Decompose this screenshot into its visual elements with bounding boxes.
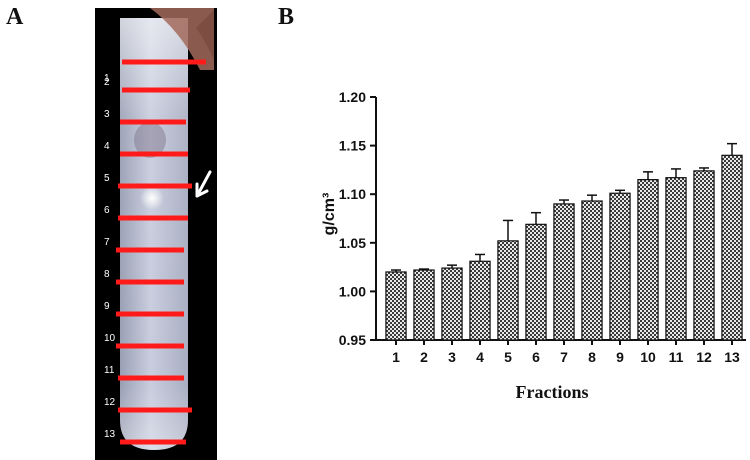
x-tick-label: 11 [669,349,684,365]
fraction-marker-label: 6 [104,205,110,216]
x-tick-label: 1 [392,349,400,365]
panel-b-label: B [278,4,295,30]
x-tick-label: 8 [588,349,596,365]
finger [150,8,214,70]
fraction-marker-label: 7 [104,237,110,248]
x-tick-label: 6 [532,349,540,365]
y-tick-label: 1.00 [339,283,366,299]
y-tick-label: 1.15 [339,138,366,154]
x-tick-label: 12 [696,349,712,365]
bar [721,154,743,341]
bar [525,223,547,341]
fraction-marker-label: 1 [104,73,110,84]
dark-band [134,122,166,158]
x-tick-label: 2 [420,349,428,365]
bar [693,170,715,341]
bar [581,200,603,341]
x-tick-label: 9 [616,349,624,365]
fraction-marker-label: 10 [104,333,116,344]
fraction-marker-label: 13 [104,429,116,440]
chart-bars [385,142,743,341]
fraction-marker-label: 5 [104,173,110,184]
y-axis-label: g/cm³ [321,193,338,236]
arrow-icon [195,170,212,198]
fraction-marker-label: 9 [104,301,110,312]
y-tick-label: 1.10 [339,186,366,202]
panel-a-label: A [6,4,24,30]
fraction-markers [116,59,206,445]
y-tick-label: 1.20 [339,89,366,105]
bar [609,192,631,341]
bar [441,267,463,341]
fraction-marker-label: 11 [104,365,115,376]
x-axis-label: Fractions [516,382,589,402]
bar [553,203,575,341]
x-tick-label: 10 [640,349,656,365]
fraction-marker-label: 12 [104,397,116,408]
bar [469,260,491,341]
fraction-marker-label: 3 [104,109,110,120]
y-tick-label: 0.95 [339,332,366,348]
bar [497,240,519,341]
chart-ticks: 0.951.001.051.101.151.201 2 3 4 5 6 7 8 9 10 11 12 1… [339,89,740,365]
fraction-marker-label: 2 [104,77,110,88]
fraction-marker-label: 4 [104,141,110,152]
bright-band [140,186,164,210]
x-tick-label: 4 [476,349,484,365]
y-tick-label: 1.05 [339,235,366,251]
bar [665,177,687,341]
x-tick-label: 5 [504,349,512,365]
x-tick-label: 13 [724,349,740,365]
x-tick-label: 7 [560,349,568,365]
bar [413,269,435,341]
bar [385,271,407,341]
x-tick-label: 3 [448,349,456,365]
bar [637,179,659,341]
fraction-marker-label: 8 [104,269,110,280]
